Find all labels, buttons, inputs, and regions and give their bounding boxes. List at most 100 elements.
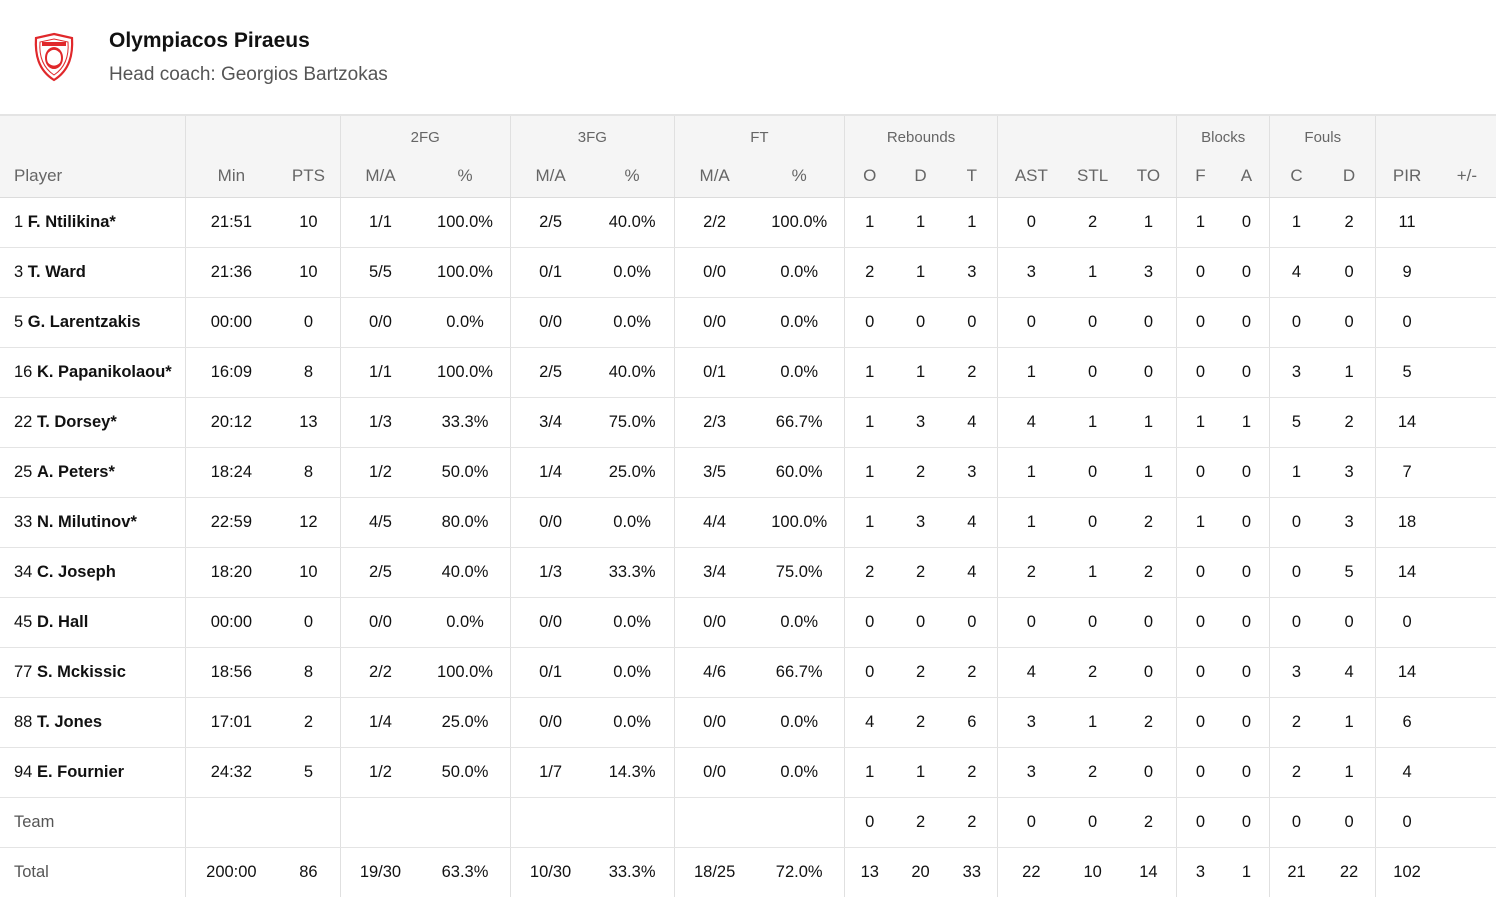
total-blk-f: 3 [1177,848,1224,897]
stat-2fg-pct: 0.0% [420,598,510,648]
player-number: 45 [14,613,32,631]
col-2fg-pct: % [420,154,510,198]
stat-plus-minus [1438,698,1496,748]
stat-blk-f: 0 [1177,548,1224,598]
player-name[interactable]: K. Papanikolaou* [37,363,172,381]
stat-foul-c: 0 [1270,548,1323,598]
player-name[interactable]: T. Ward [28,263,86,281]
stat-3fg-pct: 0.0% [590,598,674,648]
player-name[interactable]: S. Mckissic [37,663,126,681]
stat-foul-d: 2 [1323,198,1376,248]
stat-ft: 2/2 [674,198,754,248]
stat-pts: 8 [277,348,340,398]
total-2fg-pct: 63.3% [420,848,510,897]
player-cell: 34 C. Joseph [0,548,185,598]
stat-foul-c: 0 [1270,598,1323,648]
col-3fg-pct: % [590,154,674,198]
stat-reb-d: 1 [895,248,947,298]
stat-stl: 0 [1065,498,1121,548]
stat-min: 22:59 [185,498,277,548]
stat-foul-d: 0 [1323,598,1376,648]
player-cell: 1 F. Ntilikina* [0,198,185,248]
player-cell: 94 E. Fournier [0,748,185,798]
team-foul-d: 0 [1323,798,1376,848]
team-name: Olympiacos Piraeus [109,29,310,53]
stat-stl: 0 [1065,598,1121,648]
total-label: Total [0,848,185,897]
stat-reb-t: 3 [947,448,998,498]
stat-reb-t: 2 [947,748,998,798]
stat-min: 16:09 [185,348,277,398]
stat-plus-minus [1438,598,1496,648]
stat-2fg: 0/0 [340,298,420,348]
stat-pts: 13 [277,398,340,448]
player-cell: 16 K. Papanikolaou* [0,348,185,398]
stat-reb-o: 2 [844,248,894,298]
stat-plus-minus [1438,398,1496,448]
stat-ft-pct: 0.0% [754,298,844,348]
player-name[interactable]: G. Larentzakis [28,313,141,331]
stat-plus-minus [1438,448,1496,498]
player-name[interactable]: N. Milutinov* [37,513,137,531]
player-name[interactable]: C. Joseph [37,563,116,581]
player-name[interactable]: T. Dorsey* [37,413,117,431]
stat-foul-d: 1 [1323,348,1376,398]
stat-blk-f: 1 [1177,498,1224,548]
stat-ft-pct: 0.0% [754,598,844,648]
stat-reb-d: 3 [895,498,947,548]
player-name[interactable]: A. Peters* [37,463,115,481]
stat-3fg-pct: 25.0% [590,448,674,498]
total-2fg: 19/30 [340,848,420,897]
stat-reb-o: 0 [844,298,894,348]
stat-ast: 0 [998,298,1065,348]
team-foul-c: 0 [1270,798,1323,848]
stat-reb-t: 4 [947,548,998,598]
stat-stl: 0 [1065,448,1121,498]
player-name[interactable]: D. Hall [37,613,88,631]
stat-stl: 2 [1065,198,1121,248]
player-name[interactable]: E. Fournier [37,763,124,781]
stat-pir: 18 [1376,498,1438,548]
stat-ast: 0 [998,198,1065,248]
stat-foul-d: 1 [1323,698,1376,748]
stat-ft-pct: 0.0% [754,698,844,748]
stat-min: 18:56 [185,648,277,698]
team-pir: 0 [1376,798,1438,848]
col-blk-f: F [1177,154,1224,198]
stat-to: 2 [1121,548,1177,598]
stat-to: 1 [1121,198,1177,248]
stat-3fg: 0/0 [510,698,590,748]
stat-blk-f: 0 [1177,698,1224,748]
stat-foul-d: 2 [1323,398,1376,448]
stat-3fg-pct: 40.0% [590,198,674,248]
col-foul-d: D [1323,154,1376,198]
stat-plus-minus [1438,648,1496,698]
stat-reb-d: 2 [895,648,947,698]
stat-blk-f: 0 [1177,248,1224,298]
stat-reb-t: 0 [947,598,998,648]
stat-pts: 12 [277,498,340,548]
total-ft-pct: 72.0% [754,848,844,897]
stat-reb-t: 4 [947,398,998,448]
stat-pts: 10 [277,248,340,298]
stat-pir: 0 [1376,598,1438,648]
stat-ast: 0 [998,598,1065,648]
stat-min: 17:01 [185,698,277,748]
stat-ast: 1 [998,498,1065,548]
stat-to: 0 [1121,648,1177,698]
stat-blk-a: 0 [1224,748,1270,798]
stat-foul-d: 5 [1323,548,1376,598]
stat-2fg: 0/0 [340,598,420,648]
player-number: 1 [14,213,23,231]
stat-pts: 2 [277,698,340,748]
stat-to: 1 [1121,448,1177,498]
player-name[interactable]: T. Jones [37,713,102,731]
group-rebounds: Rebounds [844,116,997,155]
player-name[interactable]: F. Ntilikina* [28,213,116,231]
